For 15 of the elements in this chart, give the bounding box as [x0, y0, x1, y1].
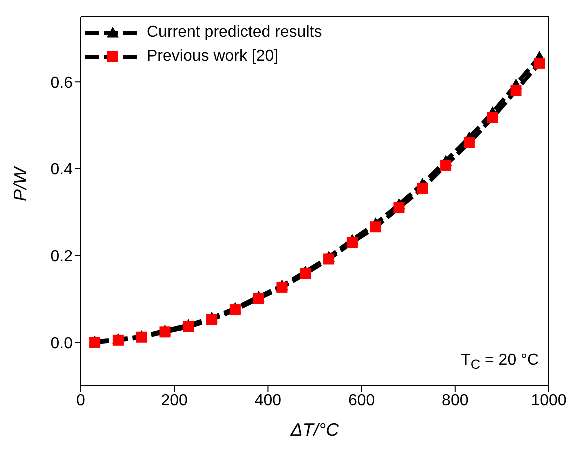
y-tick-label: 0.4: [50, 162, 74, 179]
y-tick-label: 0.2: [50, 248, 74, 266]
x-tick-label: 400: [254, 392, 282, 410]
y-tick-label: 0.0: [50, 335, 74, 352]
x-tick-label: 200: [161, 392, 188, 410]
x-axis-title: ΔT/°C: [290, 420, 340, 440]
x-tick-label: 1000: [531, 392, 567, 410]
annotation: T$_{C}$ = 20 °C: [461, 352, 539, 372]
x-tick-label: 0: [76, 392, 86, 410]
y-tick-label: 0.6: [50, 74, 74, 92]
x-tick-label: 600: [348, 392, 376, 410]
y-axis-title: P/W: [10, 165, 30, 202]
x-tick-label: 800: [442, 392, 469, 410]
legend-label: Previous work [20]: [147, 48, 279, 66]
legend-label: Current predicted results: [147, 24, 322, 42]
